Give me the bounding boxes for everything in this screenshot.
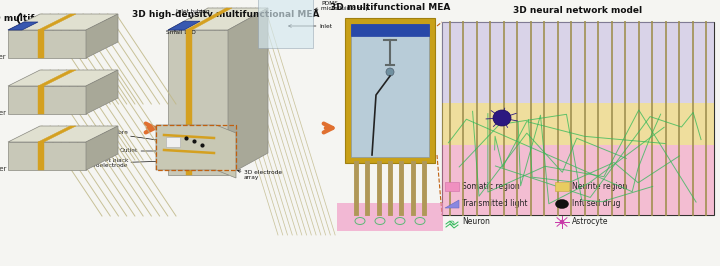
Text: Inlet tubing: Inlet tubing — [176, 10, 210, 19]
Text: 3D multifunctional MEA: 3D multifunctional MEA — [330, 3, 450, 12]
Ellipse shape — [493, 110, 511, 126]
Polygon shape — [445, 200, 459, 208]
Text: 1st layer: 1st layer — [0, 54, 6, 60]
Text: 3D electrode
array: 3D electrode array — [238, 170, 282, 180]
Ellipse shape — [556, 200, 569, 209]
Polygon shape — [156, 125, 236, 178]
Polygon shape — [8, 30, 86, 58]
Polygon shape — [38, 142, 44, 170]
Ellipse shape — [560, 220, 564, 224]
Text: 3D high-density multifunctional MEA: 3D high-density multifunctional MEA — [132, 10, 320, 19]
Polygon shape — [228, 8, 268, 175]
Polygon shape — [555, 182, 569, 191]
Polygon shape — [8, 142, 86, 170]
Polygon shape — [168, 8, 268, 30]
Polygon shape — [166, 137, 180, 147]
Polygon shape — [258, 0, 313, 48]
Polygon shape — [351, 24, 429, 36]
Text: Somatic region: Somatic region — [462, 182, 520, 191]
Polygon shape — [86, 70, 118, 114]
Text: Transmitted light: Transmitted light — [462, 200, 528, 209]
Polygon shape — [8, 126, 118, 142]
Polygon shape — [8, 22, 38, 30]
Polygon shape — [442, 145, 714, 215]
Text: 3rd layer: 3rd layer — [0, 166, 6, 172]
Text: Neurite region: Neurite region — [572, 182, 627, 191]
Polygon shape — [442, 103, 714, 145]
Text: Small LED: Small LED — [166, 29, 196, 35]
Polygon shape — [186, 30, 192, 175]
Text: Outlet: Outlet — [120, 148, 161, 153]
Polygon shape — [38, 30, 44, 58]
Text: 2nd layer: 2nd layer — [0, 110, 6, 116]
Text: Thinned fibre: Thinned fibre — [89, 131, 168, 143]
Text: Inlet: Inlet — [289, 23, 332, 28]
Polygon shape — [337, 203, 443, 231]
Text: 2D multifunctional MEAs: 2D multifunctional MEAs — [0, 14, 113, 23]
Polygon shape — [442, 22, 714, 103]
Polygon shape — [442, 22, 714, 215]
Text: Pt black
microelectrode: Pt black microelectrode — [84, 157, 166, 168]
Polygon shape — [186, 8, 232, 30]
Polygon shape — [8, 14, 118, 30]
Polygon shape — [38, 126, 76, 142]
Ellipse shape — [386, 68, 394, 76]
Text: Astrocyte: Astrocyte — [572, 218, 608, 227]
Polygon shape — [351, 24, 429, 157]
Polygon shape — [168, 30, 228, 175]
Polygon shape — [168, 21, 200, 30]
Polygon shape — [8, 70, 118, 86]
Text: 3D neural network model: 3D neural network model — [513, 6, 642, 15]
Text: PDMS
microfluidic chip: PDMS microfluidic chip — [315, 1, 369, 11]
Polygon shape — [38, 14, 76, 30]
Polygon shape — [38, 70, 76, 86]
Polygon shape — [38, 86, 44, 114]
Polygon shape — [445, 182, 459, 191]
Polygon shape — [8, 86, 86, 114]
Polygon shape — [86, 126, 118, 170]
Text: Infused drug: Infused drug — [572, 200, 621, 209]
Polygon shape — [345, 18, 435, 163]
Text: Neuron: Neuron — [462, 218, 490, 227]
Polygon shape — [86, 14, 118, 58]
